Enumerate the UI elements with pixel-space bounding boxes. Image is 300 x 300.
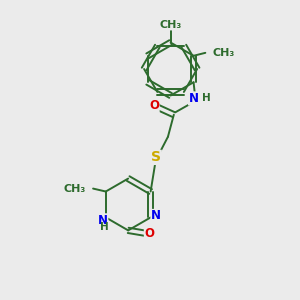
Text: N: N [189, 92, 199, 105]
Text: N: N [98, 214, 108, 227]
Text: H: H [202, 94, 210, 103]
Text: H: H [100, 222, 109, 232]
Text: N: N [151, 209, 161, 223]
Text: O: O [144, 227, 154, 240]
Text: S: S [151, 150, 161, 164]
Text: CH₃: CH₃ [213, 48, 235, 58]
Text: O: O [149, 99, 159, 112]
Text: CH₃: CH₃ [160, 20, 182, 30]
Text: CH₃: CH₃ [64, 184, 86, 194]
